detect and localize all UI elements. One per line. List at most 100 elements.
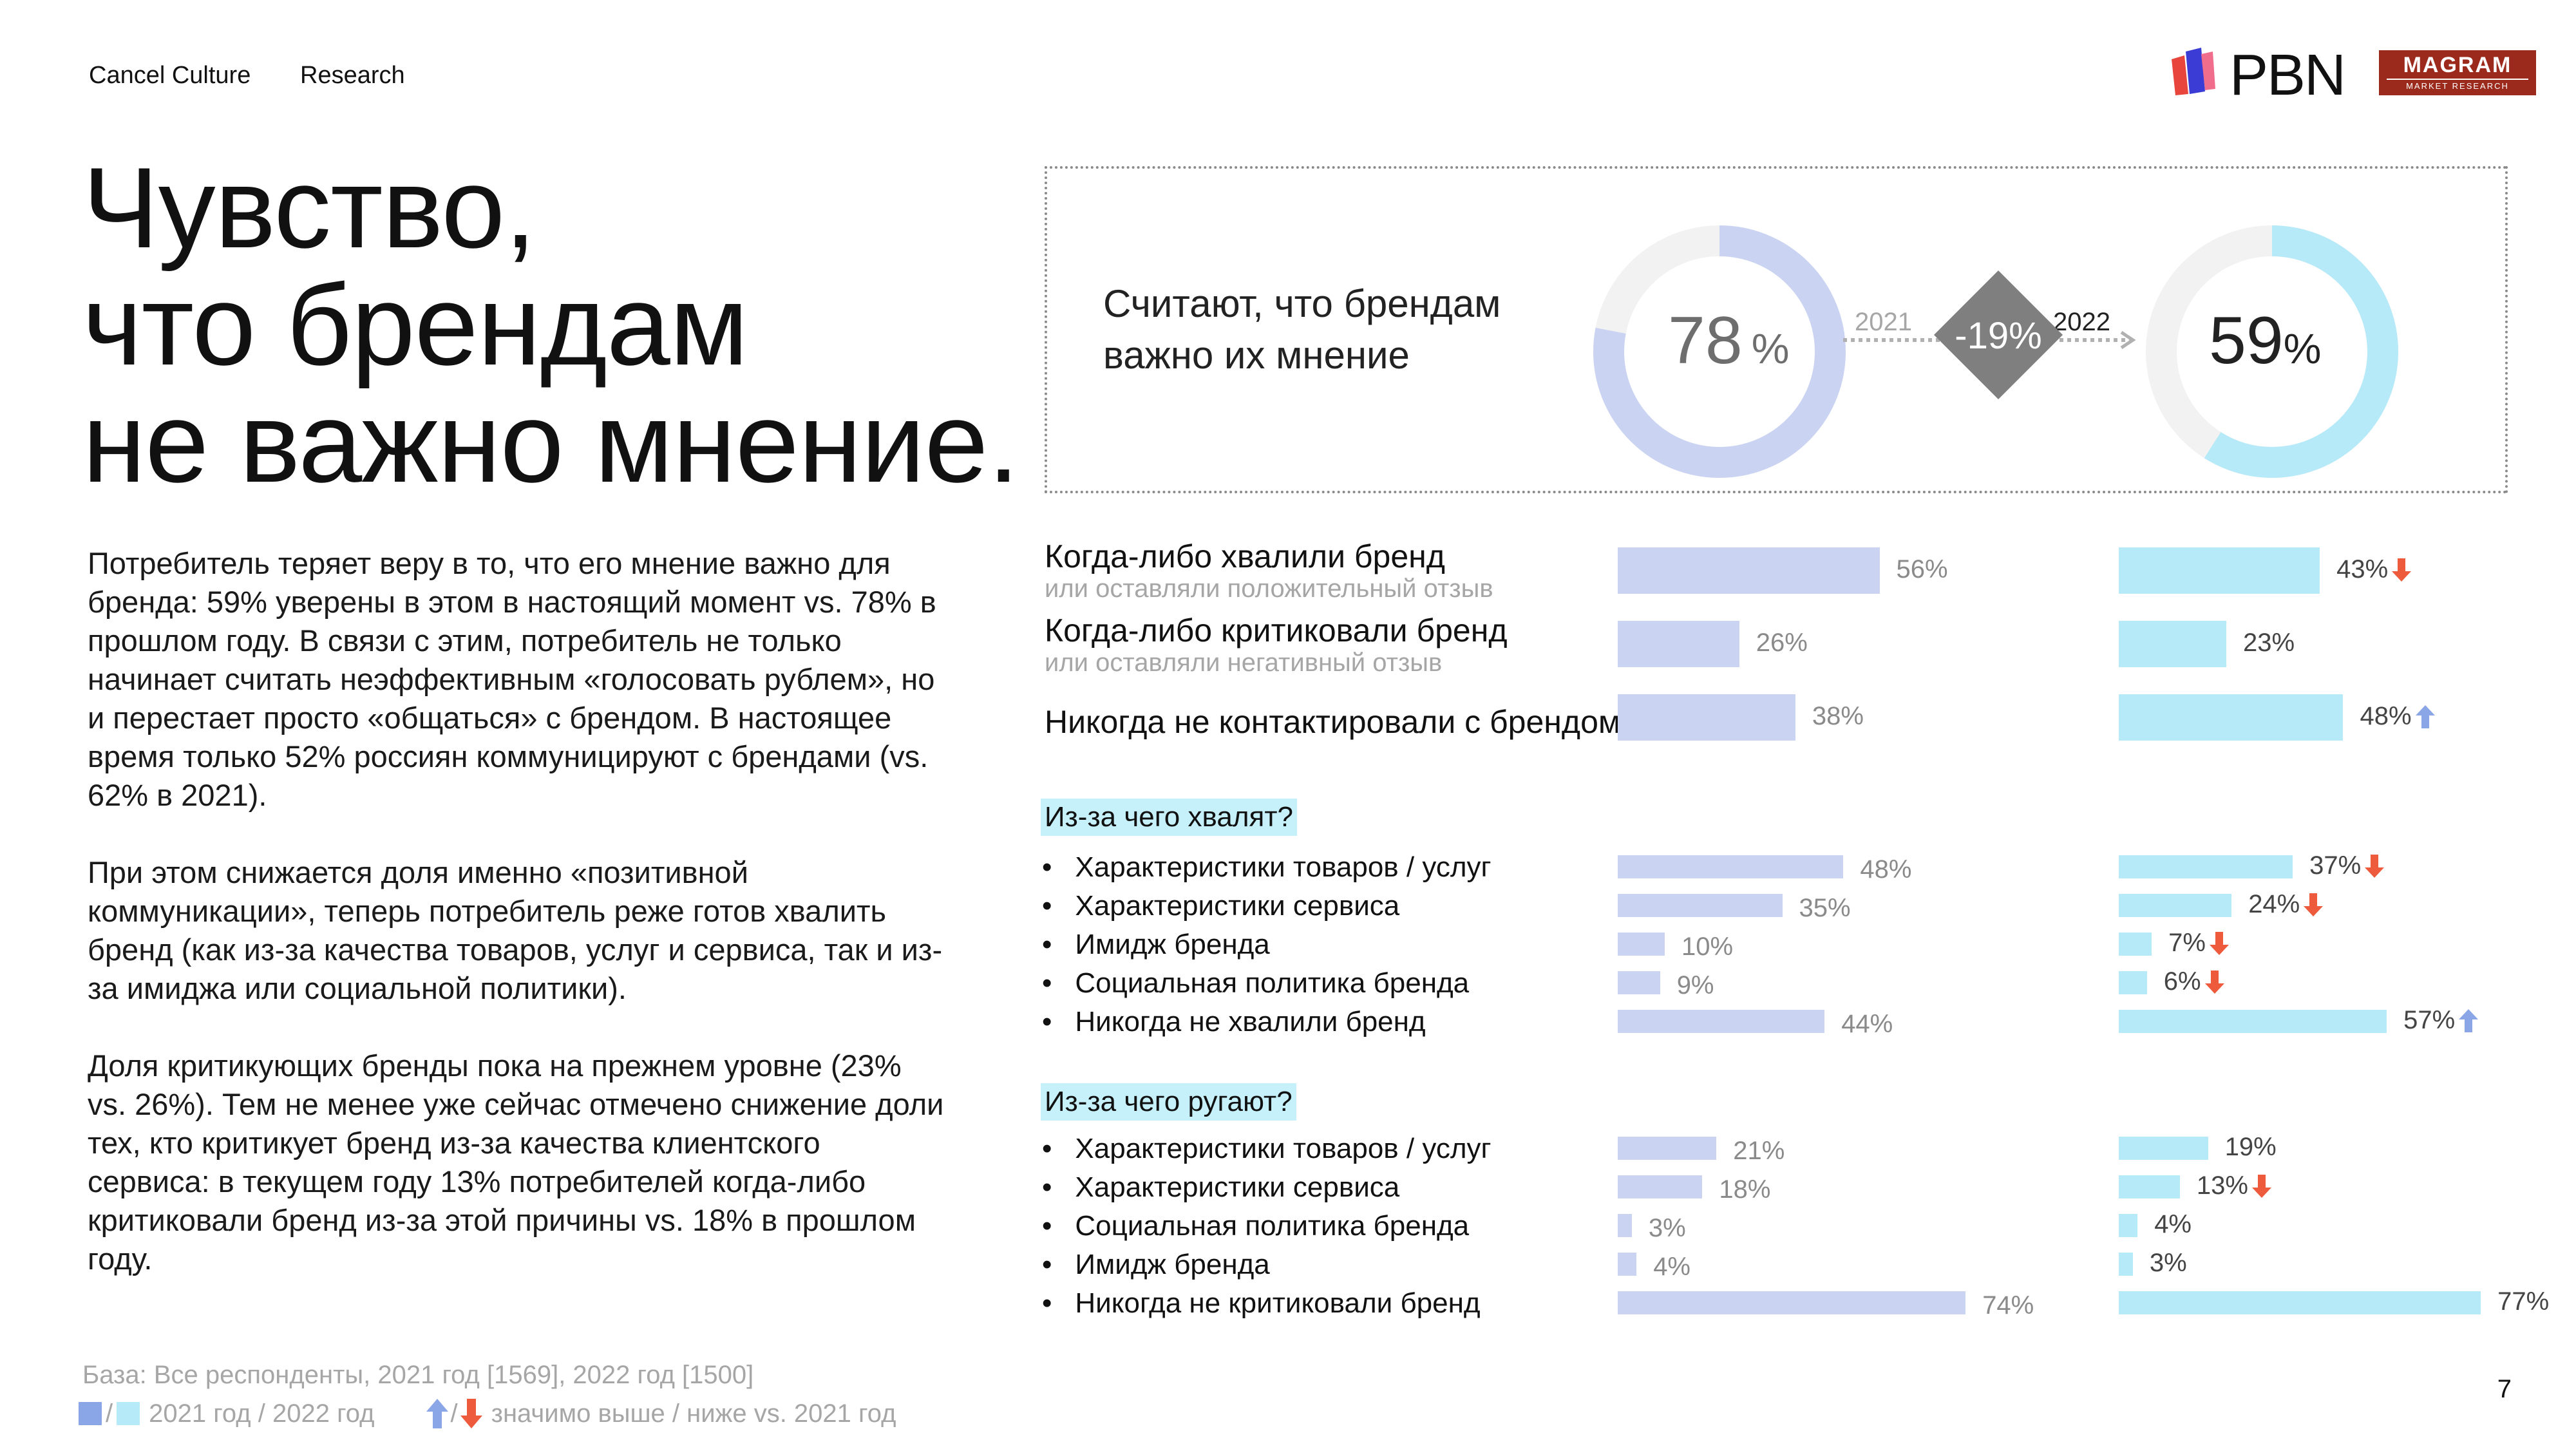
magram-divider [2387,79,2528,80]
bar-2021 [1618,971,1660,994]
bar-2022 [2119,621,2226,667]
bullet-item: • Характеристики сервиса [1042,1171,1399,1204]
value-2022-text: 19% [2224,1133,2277,1161]
bullet-label: Характеристики сервиса [1075,890,1400,922]
legend-years-label: 2021 год / 2022 год [149,1399,375,1428]
donut-2021 [1593,225,1846,478]
bullet-label: Никогда не хвалили бренд [1075,1006,1426,1037]
value-2022-text: 3% [2149,1249,2187,1277]
bar-2021 [1618,1137,1717,1160]
value-2022-text: 77% [2497,1287,2550,1316]
bar-2021 [1618,855,1844,878]
bullet-item: • Имидж бренда [1042,1249,1270,1281]
bar-2021 [1618,1253,1637,1276]
value-2022: 43% [2336,555,2412,584]
magram-logo: MAGRAM MARKET RESEARCH [2379,50,2536,95]
value-2021: 4% [1653,1253,1690,1281]
base-note: База: Все респонденты, 2021 год [1569], … [82,1361,754,1389]
bullet-dot: • [1042,1287,1052,1319]
value-2022-text: 37% [2309,851,2362,880]
bar-2021 [1618,933,1665,956]
bullet-label: Имидж бренда [1075,1249,1270,1280]
value-2021: 48% [1860,855,1912,884]
value-2022: 77% [2497,1287,2549,1316]
pbn-logo-text: PBN [2230,43,2346,108]
bar-2021 [1618,1175,1703,1198]
bullet-item: • Имидж бренда [1042,929,1270,961]
magram-logo-text: MAGRAM [2403,53,2512,77]
bullet-dot: • [1042,1171,1052,1203]
bullet-item: • Социальная политика бренда [1042,967,1469,999]
change-value: -19% [1955,315,2042,357]
section-title: Из-за чего ругают? [1041,1083,1296,1121]
arrow-down-icon [460,1399,482,1428]
value-2021: 35% [1799,894,1851,922]
legend-2022-swatch [117,1402,140,1425]
value-2022-text: 13% [2196,1171,2248,1200]
bar-2022 [2119,971,2147,994]
bar-2021 [1618,1214,1632,1237]
value-2021: 44% [1841,1010,1893,1038]
bar-2022 [2119,1175,2180,1198]
header-tag-cancel-culture: Cancel Culture [89,62,251,89]
value-2022-text: 6% [2163,967,2201,996]
value-2022: 57% [2403,1006,2479,1035]
arrow-up-icon [2459,1009,2479,1032]
bullet-dot: • [1042,890,1052,922]
bullet-label: Характеристики сервиса [1075,1171,1400,1203]
bar-2022 [2119,1214,2138,1237]
donut-2022 [2146,225,2398,478]
bullet-dot: • [1042,967,1052,999]
value-2022-text: 57% [2403,1006,2456,1034]
arrow-down-icon [2392,558,2412,582]
value-2022: 4% [2154,1210,2192,1239]
arrow-down-icon [2209,932,2229,955]
bar-2022 [2119,694,2344,741]
bullet-dot: • [1042,851,1052,883]
donut-caption: Считают, что брендам важно их мнение [1103,282,1501,377]
donut-2022-number: 59 [2209,303,2284,378]
value-2021: 74% [1982,1291,2034,1320]
value-2022-text: 7% [2168,929,2206,957]
bullet-dot: • [1042,1133,1052,1164]
value-2022: 23% [2243,629,2295,658]
bar-2022 [2119,1010,2387,1033]
bar-2022 [2119,1253,2133,1276]
arrow-up-icon [426,1399,448,1428]
body-text: Потребитель теряет веру в то, что его мн… [88,544,944,1317]
bullet-item: • Никогда не хвалили бренд [1042,1006,1426,1038]
legend-slash-2: / [450,1399,458,1428]
bar-2021 [1618,1010,1825,1033]
legend-slash-1: / [106,1399,113,1428]
donut-2021-unit: % [1751,325,1790,372]
bar-2022 [2119,1137,2208,1160]
donut-2022-value: 59% [2209,303,2321,379]
value-2021: 9% [1676,971,1714,999]
value-2022: 13% [2197,1171,2271,1200]
value-2022: 3% [2150,1249,2187,1278]
legend-2021-swatch [79,1402,102,1425]
bar-2021 [1618,694,1795,741]
arrow-down-icon [2204,971,2224,994]
donut-2021-value: 78% [1668,303,1789,379]
body-paragraph-3: Доля критикующих бренды пока на прежнем … [88,1048,944,1276]
question-label: Никогда не контактировали с брендом [1045,704,1621,740]
bullet-label: Характеристики товаров / услуг [1075,851,1492,883]
bullet-item: • Характеристики товаров / услуг [1042,1133,1492,1165]
value-2022-text: 43% [2336,555,2389,583]
bullet-label: Социальная политика бренда [1075,1210,1470,1242]
bar-2022 [2119,1291,2481,1314]
arrow-up-icon [2415,705,2435,728]
bullet-dot: • [1042,1006,1052,1037]
value-2021: 21% [1733,1137,1785,1165]
question-label: Когда-либо критиковали бренд [1045,612,1508,649]
value-2022-text: 23% [2242,629,2295,657]
bar-2022 [2119,894,2232,917]
body-paragraph-1: Потребитель теряет веру в то, что его мн… [88,546,936,812]
bar-2021 [1618,894,1783,917]
value-2022: 24% [2248,890,2324,919]
value-2022-text: 4% [2154,1210,2192,1238]
value-2022: 48% [2360,702,2435,731]
legend-sig-label: значимо выше / ниже vs. 2021 год [491,1399,896,1428]
